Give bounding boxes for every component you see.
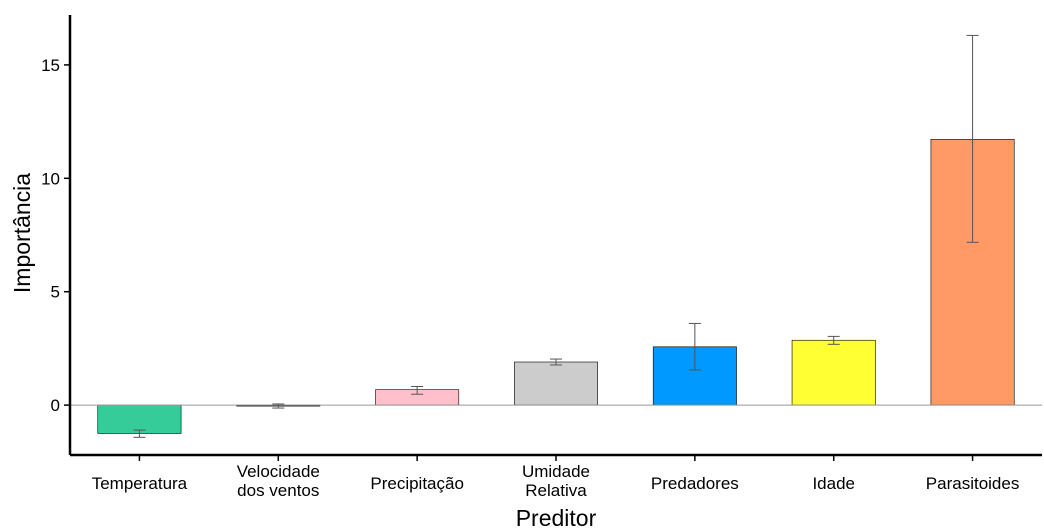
bars-group [97, 138, 1015, 434]
y-tick-label: 0 [51, 396, 60, 415]
x-axis-title: Preditor [516, 505, 597, 530]
bar [97, 404, 182, 434]
y-tick-label: 10 [41, 169, 60, 188]
x-tick-label: Relativa [525, 481, 587, 500]
error-bar [966, 34, 979, 243]
error-bar [688, 322, 701, 371]
x-tick-label: Velocidade [237, 462, 320, 481]
y-tick-label: 15 [41, 56, 60, 75]
error-bar [133, 429, 146, 438]
x-tick-label: Predadores [651, 474, 739, 493]
x-tick-label: Idade [812, 474, 855, 493]
bar [514, 361, 598, 406]
x-tick-label: Parasitoides [926, 474, 1020, 493]
bar [791, 339, 876, 406]
x-tick-label: Precipitação [370, 474, 464, 493]
x-tick-label: Temperatura [92, 474, 188, 493]
error-bar [550, 358, 562, 366]
error-bars-group [133, 34, 979, 438]
y-ticks-group: 0 5 10 15 [41, 56, 70, 415]
error-bar [827, 335, 840, 345]
x-tick-label: Umidade [522, 462, 590, 481]
error-bar [272, 403, 285, 409]
y-tick-label: 5 [51, 283, 60, 302]
y-axis-title: Importância [9, 173, 35, 293]
error-bar [411, 386, 424, 395]
x-tick-label: dos ventos [237, 481, 319, 500]
